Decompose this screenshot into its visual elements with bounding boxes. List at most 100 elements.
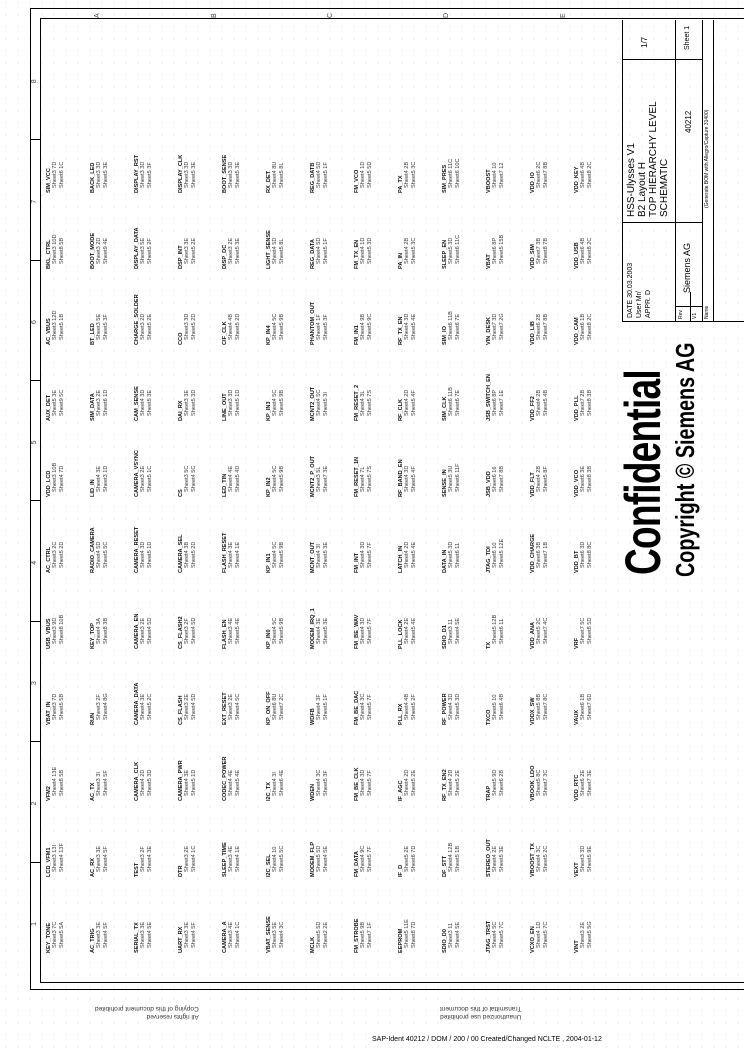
sheet-reference: Sheet9 4E bbox=[102, 237, 109, 264]
net-label: CS_FLASH Sheet3 2E Sheet4 5D bbox=[178, 694, 197, 725]
sheet-reference: Sheet5 3D bbox=[454, 693, 461, 720]
sheet-reference: Sheet5 2D bbox=[190, 541, 197, 568]
sheet-reference: Sheet6 11F bbox=[454, 463, 461, 492]
net-label: DISP_DC Sheet3 2E Sheet5 3E bbox=[222, 238, 241, 269]
net-label: AC_TRIG Sheet3 3E Sheet4 5F bbox=[90, 922, 109, 953]
sheet-reference: Sheet5 1C bbox=[146, 465, 153, 492]
net-label: CAMERA_RESET Sheet4 3D Sheet5 1D bbox=[134, 527, 153, 573]
sheet-reference: Sheet6 8P bbox=[492, 237, 499, 264]
net-label: CIF_CLK Sheet4 4B Sheet5 2D bbox=[222, 314, 241, 345]
net-label: CAMERA_DATA Sheet4 3E Sheet5 2C bbox=[134, 683, 153, 725]
sheet-reference: Sheet7 3E bbox=[322, 465, 329, 492]
sheet-reference: Sheet3 10B bbox=[52, 462, 59, 492]
net-label: LED_TIN Sheet4 4E Sheet5 4D bbox=[222, 466, 241, 497]
net-label: AUX_DET Sheet5 3E Sheet9 5C bbox=[46, 390, 65, 421]
net-label: VBOOST Sheet4 10 Sheet7 12 bbox=[486, 162, 505, 193]
net-label: FM_INT Sheet4 3D Sheet5 7F bbox=[354, 542, 373, 573]
sheet-reference: Sheet8 5B bbox=[58, 769, 65, 796]
net-label: WDFB Sheet4 3F Sheet5 1F bbox=[310, 694, 329, 725]
sheet-reference: Sheet6 10 bbox=[492, 542, 499, 568]
sheet-reference: Sheet6 11C bbox=[448, 158, 455, 188]
net-label: VIN_DESK Sheet7 3D Sheet7 2G bbox=[486, 313, 505, 345]
sheet-reference: Sheet5 4D bbox=[234, 465, 241, 492]
net-label: MCNT2_OUT Sheet4 5C Sheet5 3I bbox=[310, 387, 329, 421]
sheet-reference: Sheet5 5D bbox=[366, 161, 373, 188]
net-label: RADIO_CAMERA Sheet4 5D Sheet5 5C bbox=[90, 527, 109, 573]
net-label: DISPLAY_CLK Sheet3 3D Sheet5 3E bbox=[178, 155, 197, 193]
sheet-number: Sheet 1 bbox=[684, 25, 691, 50]
net-label: CAMERA_VSYNC Sheet3 2E Sheet5 1C bbox=[134, 450, 153, 497]
sheet-reference: Sheet4 3D bbox=[404, 465, 411, 492]
sheet-reference: Sheet5 2E bbox=[146, 313, 153, 340]
net-label: DSP_INT Sheet3 3E Sheet5 2E bbox=[178, 238, 197, 269]
net-label: IF_AGC Sheet4 2D Sheet5 2E bbox=[398, 770, 417, 801]
net-label: SIM_PRES Sheet6 11C Sheet6 10C bbox=[442, 158, 461, 193]
net-label: VDD_CHARGE Sheet6 3B Sheet7 1B bbox=[530, 534, 549, 573]
sheet-reference: Sheet5 2F bbox=[146, 238, 153, 264]
sheet-reference: Sheet2 2E bbox=[322, 921, 329, 948]
sheet-reference: Sheet3 13I bbox=[52, 844, 59, 872]
sheet-reference: Sheet4 5D bbox=[190, 693, 197, 720]
net-label: VBOOST_TX Sheet4 3C Sheet5 2C bbox=[530, 843, 549, 877]
net-label: SIM_VCC Sheet3 7D Sheet6 1C bbox=[46, 162, 65, 193]
sheet-reference: Sheet7 8B bbox=[542, 161, 549, 188]
sheet-reference: Sheet5 7F bbox=[366, 770, 373, 796]
net-label: AC_VBUS Sheet3 12D Sheet5 1B bbox=[46, 310, 65, 345]
sheet-reference: Sheet4 3E bbox=[146, 845, 153, 872]
net-label: VBAT_IN Sheet3 7D Sheet5 5B bbox=[46, 694, 65, 725]
sheet-reference: Sheet6 1C bbox=[58, 161, 65, 188]
net-label: RF_TX_EN2 Sheet4 2D Sheet5 2E bbox=[442, 769, 461, 801]
sheet-reference: Sheet4 3D bbox=[360, 617, 367, 644]
net-label: VDDX_SW Sheet5 8B Sheet7 8C bbox=[530, 694, 549, 725]
sheet-reference: Sheet7 2C bbox=[278, 693, 285, 720]
net-label: VDD_PLL Sheet7 2B Sheet8 3B bbox=[574, 390, 593, 421]
sheet-reference: Sheet7 8C bbox=[542, 693, 549, 720]
net-label: TEST Sheet3 2F Sheet4 3E bbox=[134, 846, 153, 877]
copyright-stamp: Copyright © Siemens AG bbox=[670, 342, 700, 577]
confidential-stamp: Confidential bbox=[615, 370, 671, 575]
sheet-reference: Sheet5 4E bbox=[410, 541, 417, 568]
net-label: VCXO_EN Sheet4 1D Sheet5 7C bbox=[530, 922, 549, 953]
sheet-reference: Sheet4 5F bbox=[190, 922, 197, 948]
net-label: KP_IN4 Sheet4 5C Sheet5 9B bbox=[266, 314, 285, 345]
net-label: VEXT Sheet3 3D Sheet5 9E bbox=[574, 846, 593, 877]
sheet-reference: Sheet5 11E bbox=[404, 919, 411, 948]
net-label: FM_BE_WAV Sheet4 3D Sheet5 7F bbox=[354, 615, 373, 649]
zone-divider bbox=[30, 259, 40, 261]
sheet-reference: Sheet5 2F bbox=[410, 694, 417, 720]
zone-number: 5 bbox=[31, 440, 38, 445]
sheet-reference: Sheet7 1B bbox=[542, 541, 549, 568]
net-label: SIM_IO Sheet6 11B Sheet6 7E bbox=[442, 311, 461, 345]
sheet-reference: Sheet7 2G bbox=[498, 313, 505, 340]
sheet-reference: Sheet4 3D bbox=[360, 769, 367, 796]
net-label: VAUX Sheet6 1B Sheet7 6D bbox=[574, 694, 593, 725]
sheet-reference: Sheet4 5D bbox=[146, 617, 153, 644]
sheet-reference: Sheet5 2D bbox=[58, 541, 65, 568]
zone-number: 1 bbox=[31, 921, 38, 926]
net-label: KP_ON_OFF Sheet6 8U Sheet7 2C bbox=[266, 691, 285, 725]
sheet-reference: Sheet5 7F bbox=[366, 542, 373, 568]
sheet-reference: Sheet5 7F bbox=[366, 846, 373, 872]
net-label: CAMERA_EN Sheet3 2E Sheet4 5D bbox=[134, 614, 153, 649]
net-label: CAMERA_PWR Sheet4 3E Sheet5 1D bbox=[178, 760, 197, 801]
sheet-reference: Sheet5 4E bbox=[410, 313, 417, 340]
sap-ident-footer: SAP-Ident 40212 / DOM / 200 / 00 Created… bbox=[372, 1036, 602, 1043]
sheet-reference: Sheet5 2D bbox=[190, 313, 197, 340]
net-label: VDD_VCO Sheet6 3E Sheet8 3B bbox=[574, 466, 593, 497]
sheet-reference: Sheet5 4B bbox=[542, 389, 549, 416]
sheet-reference: Sheet5 2E bbox=[410, 769, 417, 796]
net-label: FM_RESET_2 Sheet4 3L Sheet5 7S bbox=[354, 385, 373, 421]
net-label: TRAP Sheet5 9D Sheet6 2B bbox=[486, 770, 505, 801]
zone-letter: A bbox=[94, 13, 102, 18]
net-label: LCD_VFM1 Sheet3 13I Sheet4 13F bbox=[46, 843, 65, 877]
sheet-reference: Sheet4 1C bbox=[234, 921, 241, 948]
sheet-reference: Sheet3 9D bbox=[52, 617, 59, 644]
sheet-reference: Sheet5 3E bbox=[234, 237, 241, 264]
sheet-reference: Sheet5 1D bbox=[234, 389, 241, 416]
sheet-reference: Sheet4 5F bbox=[102, 922, 109, 948]
sheet-reference: Sheet5 8L bbox=[278, 162, 285, 188]
sheet-reference: Sheet5 8C bbox=[536, 769, 543, 796]
net-label: VDD_USB Sheet6 4B Sheet8 2C bbox=[574, 238, 593, 269]
sheet-reference: Sheet4 5D bbox=[190, 617, 197, 644]
sheet-reference: Sheet5 3E bbox=[498, 845, 505, 872]
